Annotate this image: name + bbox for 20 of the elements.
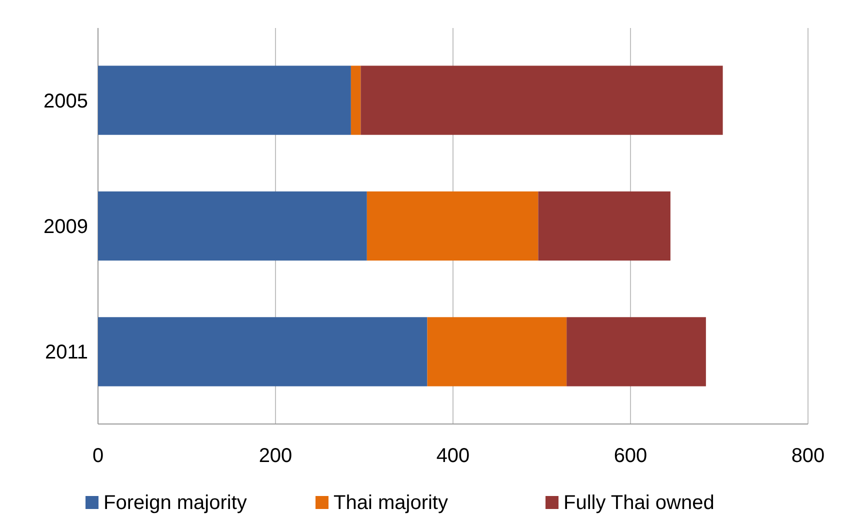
bar <box>366 191 538 261</box>
y-tick-label: 2009 <box>44 216 88 238</box>
legend-label: Thai majority <box>334 492 448 514</box>
x-tick-label: 600 <box>614 445 648 467</box>
y-tick-label: 2005 <box>44 90 88 112</box>
y-tick-label: 2011 <box>44 342 88 364</box>
bar <box>350 66 361 135</box>
bar <box>98 191 367 261</box>
legend-label: Fully Thai owned <box>564 492 714 514</box>
bar <box>360 66 723 135</box>
x-tick-label: 0 <box>92 445 104 467</box>
x-tick-label: 800 <box>791 445 825 467</box>
x-tick-label: 400 <box>436 445 470 467</box>
legend-label: Foreign majority <box>104 492 247 514</box>
bar <box>98 317 428 386</box>
bar <box>98 66 351 135</box>
x-tick-label: 200 <box>258 445 292 467</box>
bar <box>566 317 706 386</box>
bar <box>427 317 567 386</box>
bar <box>538 191 670 261</box>
